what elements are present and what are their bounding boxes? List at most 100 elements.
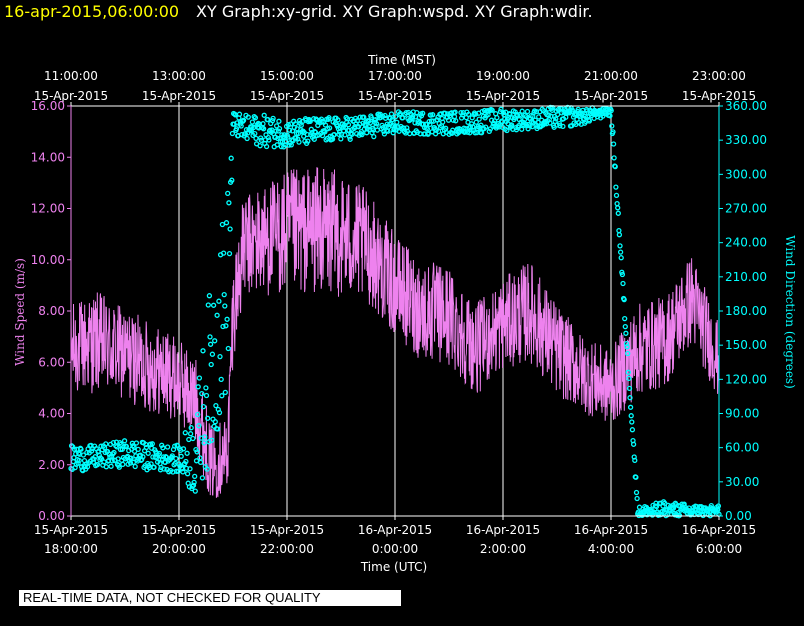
wind-direction-point <box>618 255 624 261</box>
wind-direction-point <box>494 114 500 121</box>
wind-direction-point <box>76 457 82 464</box>
wind-direction-point <box>626 375 632 382</box>
wind-direction-point <box>292 121 299 127</box>
axes <box>67 102 723 520</box>
wind-direction-point <box>139 456 145 463</box>
wind-direction-point <box>629 427 636 433</box>
wind-direction-point <box>361 114 367 120</box>
wind-direction-point <box>127 460 134 466</box>
wind-direction-point <box>143 444 150 451</box>
tick-labels: 11:00:00 15-Apr-2015 13:00:00 15-Apr-2015 15… <box>31 69 767 556</box>
top-tick-time: 15:00:00 <box>260 69 314 83</box>
wind-direction-point <box>244 135 250 142</box>
quality-disclaimer: REAL-TIME DATA, NOT CHECKED FOR QUALITY <box>19 590 401 606</box>
top-tick-time: 13:00:00 <box>152 69 206 83</box>
wind-direction-point <box>223 323 229 329</box>
right-tick-label: 90.00 <box>725 407 759 421</box>
wind-direction-point <box>178 453 184 459</box>
wind-direction-point <box>519 126 525 132</box>
wind-direction-point <box>215 426 221 432</box>
wind-direction-point <box>296 117 303 124</box>
wind-direction-point <box>288 121 294 127</box>
right-tick-label: 240.00 <box>725 236 767 250</box>
wind-direction-point <box>473 111 479 117</box>
wind-direction-point <box>285 134 291 140</box>
wind-direction-point <box>497 108 504 115</box>
wind-direction-point <box>207 334 213 340</box>
wind-direction-point <box>670 505 677 511</box>
right-axis-title: Wind Direction (degrees) <box>783 235 797 389</box>
wind-direction-point <box>498 106 504 112</box>
wind-direction-point <box>229 177 235 183</box>
wind-direction-point <box>335 117 341 123</box>
wind-direction-series <box>68 104 722 519</box>
bottom-tick-date: 15-Apr-2015 <box>34 523 108 537</box>
wind-direction-point <box>252 130 258 137</box>
wind-direction-point <box>296 139 302 145</box>
wind-direction-point <box>430 112 436 118</box>
wind-direction-point <box>133 440 140 446</box>
wind-direction-point <box>628 413 634 419</box>
wind-direction-point <box>392 113 399 120</box>
wind-direction-point <box>619 271 626 278</box>
wind-direction-point <box>161 466 167 472</box>
wind-direction-point <box>216 298 222 304</box>
wind-direction-point <box>203 385 209 391</box>
left-tick-label: 10.00 <box>31 253 65 267</box>
wind-direction-point <box>226 250 233 257</box>
wind-direction-point <box>617 249 624 255</box>
wind-direction-point <box>507 111 513 118</box>
wind-direction-point <box>611 155 617 161</box>
wind-direction-point <box>634 495 640 502</box>
wind-direction-point <box>449 130 455 136</box>
wind-direction-point <box>288 142 294 148</box>
left-tick-label: 14.00 <box>31 150 65 164</box>
wind-direction-point <box>367 120 373 126</box>
wind-direction-point <box>148 461 154 467</box>
wind-direction-point <box>182 430 188 436</box>
bottom-tick-time: 6:00:00 <box>696 542 742 556</box>
wind-direction-point <box>109 458 115 464</box>
bottom-tick-date: 16-Apr-2015 <box>466 523 540 537</box>
right-tick-label: 210.00 <box>725 270 767 284</box>
wind-direction-point <box>160 445 166 451</box>
wind-direction-point <box>114 444 120 450</box>
wind-direction-point <box>218 376 224 383</box>
wind-direction-point <box>483 124 489 130</box>
wind-direction-point <box>151 464 157 470</box>
left-tick-label: 8.00 <box>38 304 65 318</box>
wind-direction-point <box>636 504 643 510</box>
wind-direction-point <box>627 395 633 401</box>
top-tick-time: 17:00:00 <box>368 69 422 83</box>
right-tick-label: 0.00 <box>725 509 752 523</box>
wind-direction-point <box>586 118 593 124</box>
wind-direction-point <box>355 124 362 130</box>
wind-direction-point <box>519 108 525 114</box>
wind-direction-point <box>623 330 629 336</box>
wind-direction-point <box>207 341 214 347</box>
wind-direction-point <box>473 119 479 125</box>
wind-direction-point <box>374 121 380 127</box>
bottom-tick-date: 16-Apr-2015 <box>358 523 432 537</box>
top-tick-time: 23:00:00 <box>692 69 746 83</box>
wind-direction-point <box>612 163 618 170</box>
bottom-axis-title: Time (UTC) <box>360 560 427 574</box>
wind-direction-point <box>210 302 217 308</box>
wind-direction-point <box>209 351 216 357</box>
top-tick-date: 15-Apr-2015 <box>250 89 324 103</box>
wind-direction-point <box>420 110 426 116</box>
wind-direction-point <box>71 446 78 453</box>
wind-direction-point <box>123 443 130 450</box>
wind-direction-point <box>276 125 283 132</box>
wind-direction-point <box>169 453 175 459</box>
wind-speed-series <box>70 167 720 498</box>
wind-direction-point <box>199 475 206 481</box>
wind-direction-point <box>326 125 333 131</box>
wind-direction-point <box>621 296 627 303</box>
wind-direction-point <box>410 113 416 120</box>
wind-direction-point <box>276 118 282 124</box>
wind-direction-point <box>219 221 226 228</box>
wind-direction-point <box>610 129 616 135</box>
wind-direction-point <box>222 389 228 396</box>
wind-direction-point <box>517 113 524 119</box>
